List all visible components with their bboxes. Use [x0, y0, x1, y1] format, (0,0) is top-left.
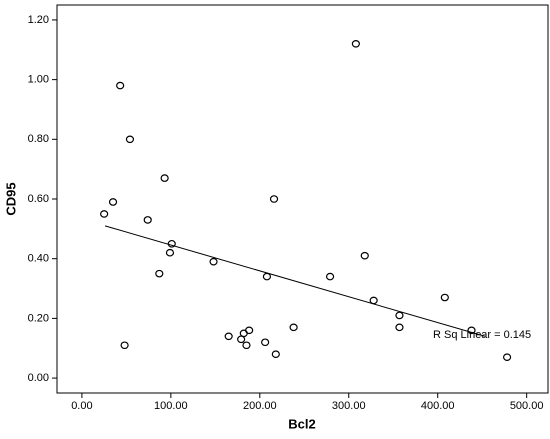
y-tick-label: 1.20	[28, 14, 49, 26]
point	[325, 272, 335, 281]
x-tick-label: 200.00	[243, 400, 277, 412]
x-tick-label: 300.00	[332, 400, 366, 412]
point	[502, 353, 512, 361]
point	[167, 239, 176, 248]
y-tick-label: 0.60	[28, 193, 49, 205]
annotation: R Sq Linear = 0.145	[433, 329, 531, 341]
point	[120, 341, 129, 350]
point	[125, 135, 135, 144]
point	[155, 269, 164, 278]
point	[160, 174, 169, 182]
point	[289, 323, 298, 332]
fit-line	[104, 225, 485, 337]
point	[351, 39, 360, 48]
point	[269, 195, 279, 203]
y-tick-label: 0.00	[28, 372, 49, 384]
x-tick-label: 500.00	[510, 400, 544, 412]
y-tick-label: 0.40	[28, 253, 49, 265]
x-tick-label: 400.00	[421, 400, 455, 412]
point	[395, 323, 404, 332]
point	[369, 296, 378, 305]
y-tick-label: 0.80	[28, 133, 49, 145]
point	[271, 350, 280, 359]
point	[262, 272, 272, 281]
point	[116, 81, 125, 90]
point	[108, 198, 118, 206]
point	[440, 293, 449, 302]
y-tick-label: 1.00	[28, 74, 49, 86]
point	[245, 326, 254, 335]
point	[395, 311, 404, 320]
point	[100, 210, 109, 218]
point	[165, 248, 175, 257]
x-tick-label: 0.00	[71, 400, 92, 412]
x-tick-label: 100.00	[154, 400, 188, 412]
point	[224, 332, 233, 341]
point	[242, 341, 251, 350]
point	[143, 216, 152, 224]
point	[261, 338, 270, 347]
y-tick-label: 0.20	[28, 312, 49, 324]
x-axis-title: Bcl2	[288, 416, 315, 431]
point	[209, 257, 218, 266]
point	[360, 251, 369, 260]
y-axis-title: CD95	[3, 182, 18, 215]
point	[467, 326, 476, 335]
